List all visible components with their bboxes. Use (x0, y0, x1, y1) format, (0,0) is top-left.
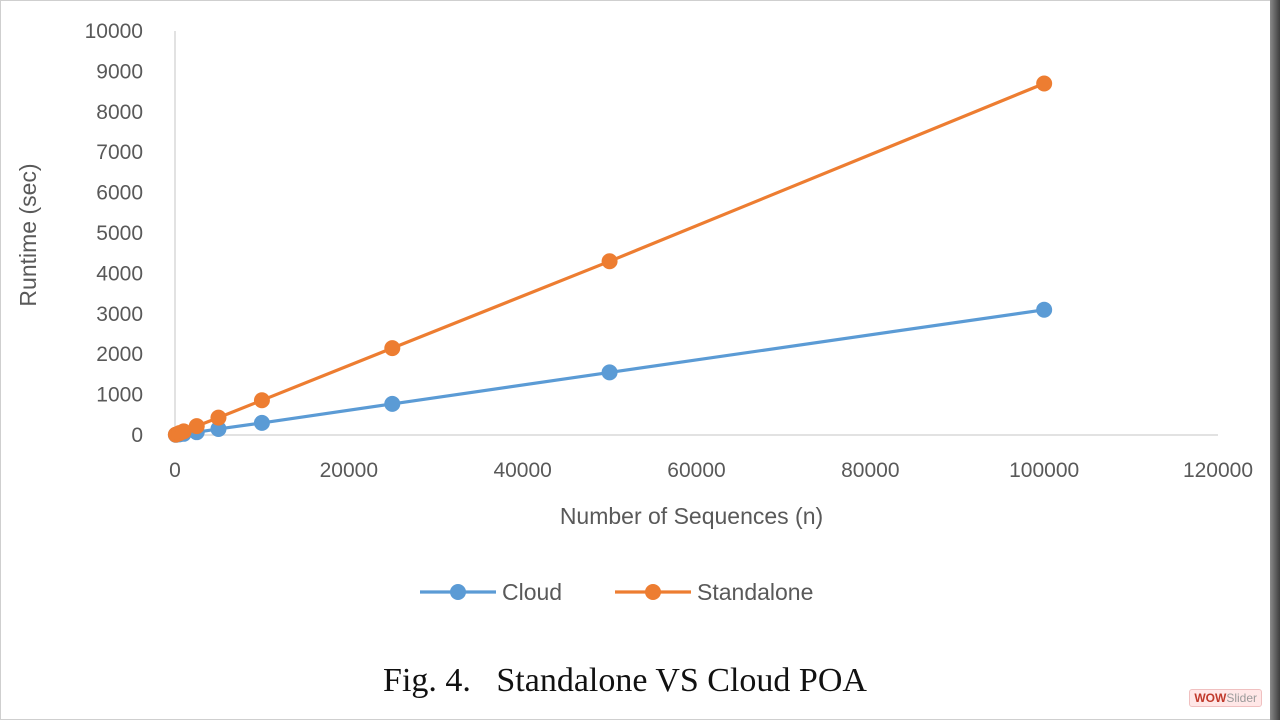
slide-edge-bar (1270, 0, 1280, 720)
data-point-standalone (188, 418, 205, 435)
data-point-cloud (1036, 301, 1053, 318)
data-point-cloud (253, 414, 270, 431)
y-tick-label: 8000 (96, 101, 143, 124)
x-tick-label: 120000 (1183, 459, 1253, 482)
legend: Cloud Standalone (420, 579, 813, 605)
y-tick-label: 5000 (96, 222, 143, 245)
series-layer (167, 75, 1053, 443)
legend-item-standalone: Standalone (615, 579, 813, 605)
x-tick-label: 100000 (1009, 459, 1079, 482)
x-tick-label: 0 (169, 459, 181, 482)
y-tick-label: 10000 (85, 20, 143, 43)
data-point-standalone (253, 392, 270, 409)
figure-caption: Fig. 4. Standalone VS Cloud POA (383, 662, 867, 699)
y-tick-label: 3000 (96, 303, 143, 326)
y-axis-title: Runtime (sec) (15, 163, 41, 306)
y-tick-label: 4000 (96, 262, 143, 285)
watermark-logo: WOWSlider (1189, 689, 1262, 707)
data-point-cloud (384, 395, 401, 412)
legend-swatch-marker (450, 584, 466, 600)
data-point-standalone (384, 340, 401, 357)
y-tick-label: 0 (131, 424, 143, 447)
y-tick-labels: 0 1000 2000 3000 4000 5000 6000 7000 8000 9000 100… (85, 20, 143, 447)
x-axis-title: Number of Sequences (n) (560, 503, 823, 529)
data-point-standalone (210, 409, 227, 426)
x-tick-label: 60000 (667, 459, 725, 482)
data-point-standalone (1036, 75, 1053, 92)
data-point-standalone (175, 423, 192, 440)
legend-label: Cloud (502, 579, 562, 605)
data-point-cloud (210, 420, 227, 437)
x-tick-label: 80000 (841, 459, 899, 482)
y-tick-label: 2000 (96, 343, 143, 366)
series-cloud (167, 301, 1053, 443)
y-tick-label: 7000 (96, 141, 143, 164)
data-point-standalone (601, 253, 618, 270)
x-tick-label: 20000 (320, 459, 378, 482)
legend-item-cloud: Cloud (420, 579, 562, 605)
line-chart: 0 1000 2000 3000 4000 5000 6000 7000 8000 9000 100… (15, 20, 1253, 605)
y-tick-label: 9000 (96, 60, 143, 83)
data-point-cloud (601, 364, 618, 381)
legend-label: Standalone (697, 579, 813, 605)
x-tick-label: 40000 (493, 459, 551, 482)
series-standalone (167, 75, 1053, 443)
y-tick-label: 6000 (96, 182, 143, 205)
x-tick-labels: 0 20000 40000 60000 80000 100000 120000 (169, 459, 1253, 482)
legend-swatch-marker (645, 584, 661, 600)
y-tick-label: 1000 (96, 384, 143, 407)
